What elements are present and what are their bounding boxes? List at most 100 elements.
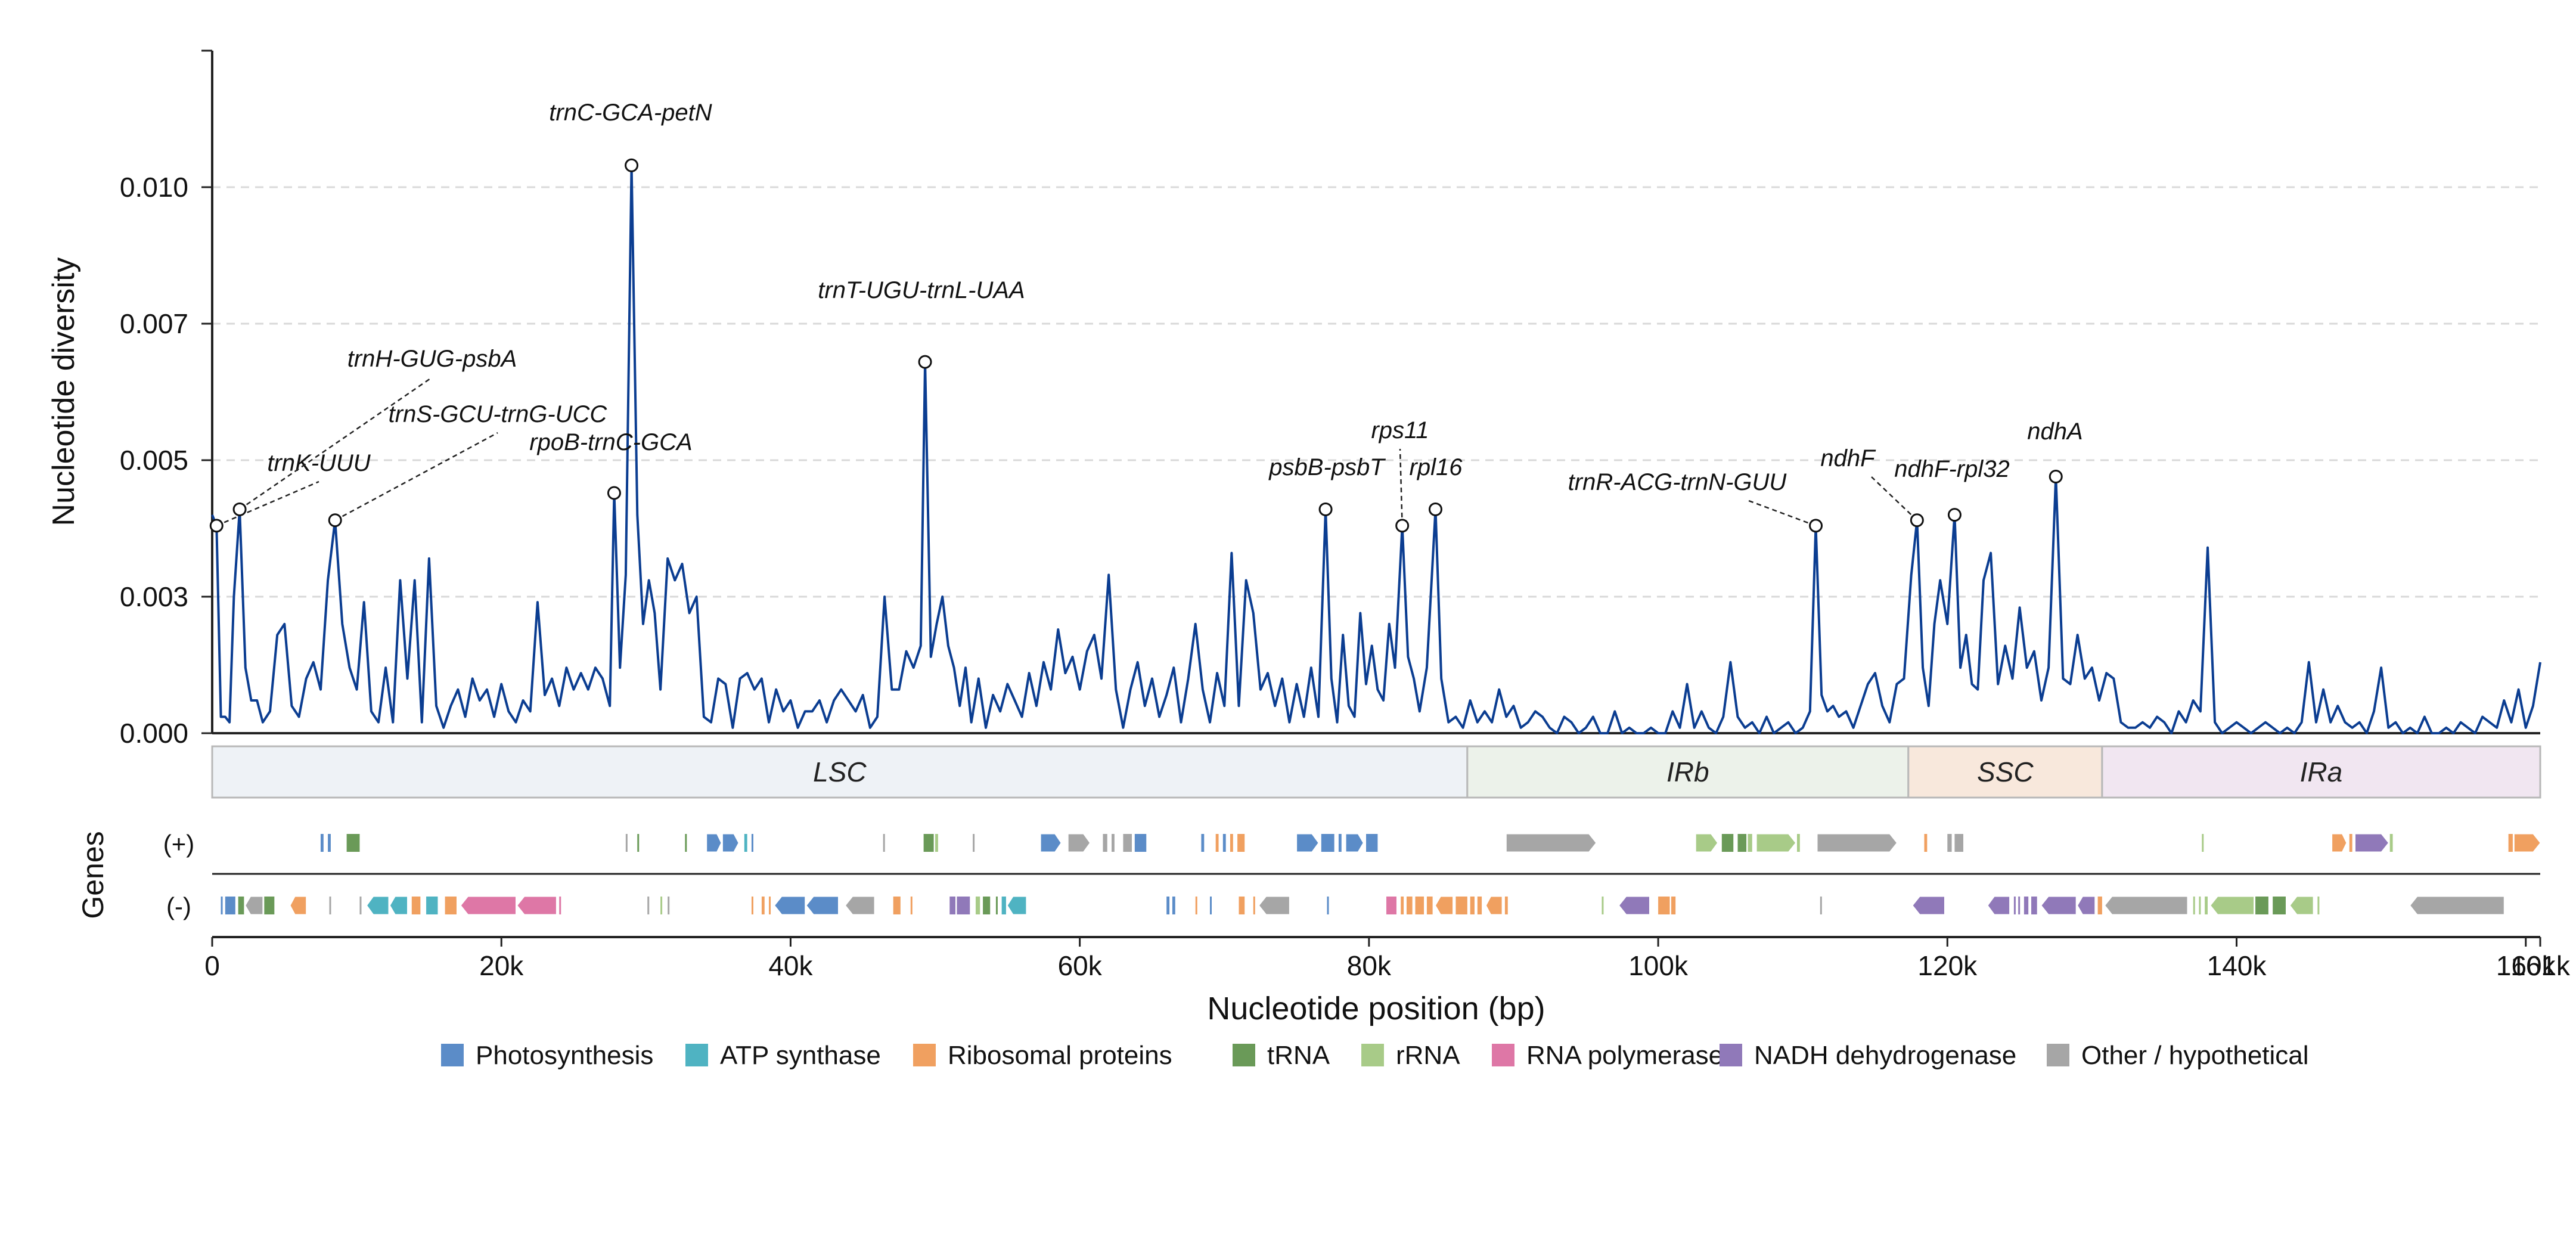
gene-other <box>1258 896 1290 915</box>
gene-ribo <box>1195 897 1197 914</box>
gene-photo <box>1134 834 1147 852</box>
peak-label: rps11 <box>1371 417 1429 443</box>
gene-rrna <box>1748 834 1752 852</box>
peak-label: trnT-UGU-trnL-UAA <box>818 277 1025 303</box>
gene-other <box>1506 833 1597 852</box>
gene-nadh <box>2355 833 2389 852</box>
peak-marker <box>2049 469 2063 483</box>
gene-ribo <box>2097 897 2102 914</box>
gene-other <box>245 896 263 915</box>
gene-nadh <box>2018 897 2021 914</box>
gene-rrna <box>935 834 938 852</box>
gene-tracks: Genes (+) (-) <box>76 830 2541 920</box>
gene-nadh <box>2041 896 2077 915</box>
gene-photo <box>225 897 235 914</box>
gene-photo <box>221 897 223 914</box>
gene-rrna <box>2202 834 2204 852</box>
peak-label: ndhF-rpl32 <box>1894 456 2009 482</box>
gene-photo <box>1321 834 1334 852</box>
gene-rrna <box>2389 834 2393 852</box>
x-tick-label: 140k <box>2207 950 2267 981</box>
annotation-leader <box>1871 476 1918 521</box>
region-label: LSC <box>813 756 867 787</box>
gene-photo <box>1201 834 1205 852</box>
gene-photo <box>1222 834 1226 852</box>
axes: 0.000 0.003 0.005 0.007 0.010 Nucleotide dive… <box>46 49 2540 749</box>
annotation-leader <box>334 432 498 521</box>
peak-marker <box>607 486 621 500</box>
gene-nadh <box>2023 897 2029 914</box>
annotation-leader <box>216 480 319 527</box>
gene-photo <box>1040 833 1062 852</box>
gene-trna <box>2255 897 2268 914</box>
x-tick-label: 80k <box>1347 950 1392 981</box>
annotation-leader <box>1748 500 1816 527</box>
peak-label: trnH-GUG-psbA <box>347 346 517 372</box>
peak-marker <box>1809 519 1823 533</box>
y-tick-label: 0.007 <box>120 308 188 339</box>
gene-photo <box>1296 833 1319 852</box>
gene-ribo <box>1671 897 1676 914</box>
gene-ribo <box>2513 833 2541 852</box>
peak-label: rpl16 <box>1410 454 1463 480</box>
gene-photo <box>722 833 739 852</box>
peak-label: trnK-UUU <box>267 450 371 476</box>
diversity-series-line <box>211 164 2541 734</box>
gene-ribo <box>2332 833 2347 852</box>
gene-other <box>1112 834 1115 852</box>
gene-ribo <box>1401 897 1404 914</box>
x-tick-label: 40k <box>768 950 813 981</box>
legend-swatch-nadh <box>1720 1044 1742 1066</box>
legend-label-nadh: NADH dehydrogenase <box>1754 1041 2016 1070</box>
gene-rrna <box>1602 897 1604 914</box>
x-tick-label: 120k <box>1917 950 1978 981</box>
gene-other <box>647 897 650 914</box>
gene-ribo <box>1658 897 1670 914</box>
region-label: IRb <box>1666 756 1709 787</box>
gene-other <box>359 897 362 914</box>
y-tick-label: 0.000 <box>120 718 188 749</box>
legend-swatch-rnap <box>1492 1044 1514 1066</box>
y-tick-label: 0.010 <box>120 172 188 203</box>
gene-trna <box>2273 897 2286 914</box>
gene-nadh <box>1618 896 1650 915</box>
gene-other <box>329 897 331 914</box>
peak-marker <box>625 158 639 172</box>
x-axis-label: Nucleotide position (bp) <box>1207 991 1545 1026</box>
gene-ribo <box>1406 897 1413 914</box>
gene-trna <box>1721 834 1734 852</box>
gene-photo <box>1338 834 1342 852</box>
y-axis-label: Nucleotide diversity <box>46 258 81 526</box>
gene-ribo <box>1477 897 1482 914</box>
x-tick-label: 161k <box>2510 950 2571 981</box>
peak-marker <box>328 513 342 528</box>
gene-photo <box>1327 897 1329 914</box>
gene-atp <box>366 896 389 915</box>
legend-swatch-ribo <box>913 1044 936 1066</box>
gene-ribo <box>769 897 771 914</box>
gene-photo <box>706 833 722 852</box>
gene-photo <box>328 834 331 852</box>
gene-trna <box>238 897 244 914</box>
gene-photo <box>1210 897 1212 914</box>
gene-atp <box>426 897 438 914</box>
region-ira <box>2101 745 2541 799</box>
gene-other <box>1103 834 1107 852</box>
gene-photo <box>1366 834 1378 852</box>
gene-rrna <box>2199 897 2201 914</box>
gene-rrna <box>2289 896 2314 915</box>
gene-rnap <box>517 896 557 915</box>
gene-ribo <box>1215 834 1219 852</box>
gene-ribo <box>290 896 307 915</box>
gene-rrna <box>660 897 663 914</box>
gene-nadh <box>1987 896 2010 915</box>
gene-rrna <box>975 897 980 914</box>
gene-other <box>668 897 670 914</box>
region-label: SSC <box>1977 756 2034 787</box>
x-tick-label: 60k <box>1058 950 1103 981</box>
gene-photo <box>774 896 806 915</box>
gene-trna <box>685 834 687 852</box>
peak-marker <box>1318 502 1333 516</box>
region-lsc <box>211 745 1469 799</box>
legend-label-photo: Photosynthesis <box>476 1041 653 1070</box>
